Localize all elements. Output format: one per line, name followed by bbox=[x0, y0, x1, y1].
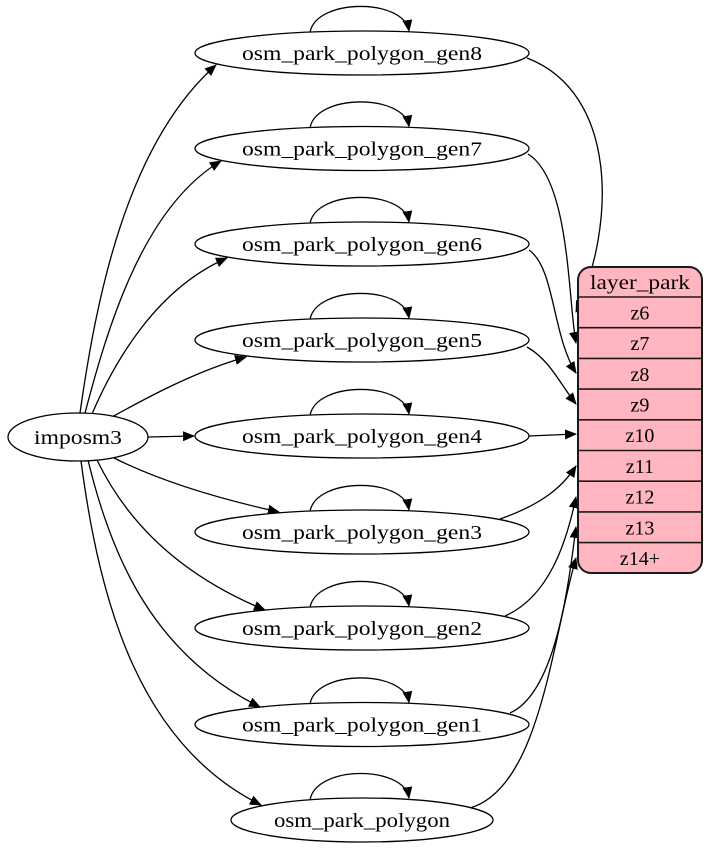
node-osm-park-polygon-gen1: osm_park_polygon_gen1 bbox=[194, 701, 530, 748]
layer-row-z14plus: z14+ bbox=[620, 548, 660, 570]
layer-row-z6: z6 bbox=[631, 302, 650, 324]
gen4-ellipse bbox=[194, 413, 530, 459]
gen7-label: osm_park_polygon_gen7 bbox=[242, 139, 482, 161]
self-loop-gen2 bbox=[309, 580, 413, 608]
imposm3-label: imposm3 bbox=[34, 427, 122, 449]
gen7-ellipse bbox=[194, 125, 530, 172]
layer-row-z9: z9 bbox=[631, 395, 650, 417]
self-loop-gen4 bbox=[309, 388, 413, 416]
layer-row-z8: z8 bbox=[631, 364, 650, 386]
gen5-ellipse bbox=[194, 317, 530, 363]
gen2-label: osm_park_polygon_gen2 bbox=[242, 618, 482, 640]
layer-park-table: layer_park z6 z7 z8 z9 z10 z11 z12 z13 z… bbox=[577, 266, 703, 574]
gen3-ellipse bbox=[194, 509, 530, 555]
edge-gen4-to-z10 bbox=[528, 429, 577, 440]
edge-gen2-to-z12 bbox=[504, 496, 579, 617]
gen8-ellipse bbox=[194, 30, 530, 76]
node-osm-park-polygon-gen3: osm_park_polygon_gen3 bbox=[194, 509, 530, 555]
edge-imposm3-to-gen7 bbox=[84, 160, 222, 414]
edge-imposm3-to-polygon bbox=[80, 460, 262, 806]
self-loop-gen1 bbox=[309, 677, 413, 705]
node-osm-park-polygon-gen2: osm_park_polygon_gen2 bbox=[194, 605, 530, 651]
self-loop-polygon bbox=[309, 772, 413, 801]
gen5-label: osm_park_polygon_gen5 bbox=[242, 330, 482, 352]
node-osm-park-polygon-gen4: osm_park_polygon_gen4 bbox=[194, 413, 530, 459]
self-loop-gen6 bbox=[309, 196, 413, 224]
node-osm-park-polygon: osm_park_polygon bbox=[230, 797, 494, 843]
self-loop-gen5 bbox=[309, 292, 413, 320]
edge-imposm3-to-gen6 bbox=[91, 257, 228, 415]
polygon-ellipse bbox=[230, 797, 494, 843]
edge-imposm3-to-gen5 bbox=[111, 355, 247, 418]
node-osm-park-polygon-gen8: osm_park_polygon_gen8 bbox=[194, 30, 530, 76]
gen1-ellipse bbox=[194, 701, 530, 748]
polygon-label: osm_park_polygon bbox=[274, 810, 450, 832]
edge-gen5-to-z9 bbox=[526, 346, 577, 405]
layer-row-z11: z11 bbox=[626, 456, 654, 478]
edges-from-source bbox=[79, 64, 280, 806]
edge-polygon-to-z14 bbox=[469, 557, 578, 809]
edge-imposm3-to-gen4 bbox=[147, 431, 195, 442]
imposm3-ellipse bbox=[7, 412, 149, 462]
layer-row-z13: z13 bbox=[626, 517, 655, 539]
gen6-ellipse bbox=[194, 221, 530, 267]
node-osm-park-polygon-gen6: osm_park_polygon_gen6 bbox=[194, 221, 530, 267]
gen2-ellipse bbox=[194, 605, 530, 651]
gen6-label: osm_park_polygon_gen6 bbox=[242, 234, 482, 256]
self-loops bbox=[309, 5, 413, 801]
layer-row-z7: z7 bbox=[631, 333, 650, 355]
layer-row-z10: z10 bbox=[626, 425, 655, 447]
edge-gen7-to-z7 bbox=[527, 153, 579, 344]
node-imposm3: imposm3 bbox=[7, 412, 149, 462]
edge-imposm3-to-gen2 bbox=[96, 459, 266, 611]
gen8-label: osm_park_polygon_gen8 bbox=[242, 43, 482, 65]
layer-row-z12: z12 bbox=[626, 487, 655, 509]
edge-gen6-to-z8 bbox=[528, 249, 577, 374]
gen1-label: osm_park_polygon_gen1 bbox=[242, 715, 482, 737]
node-osm-park-polygon-gen7: osm_park_polygon_gen7 bbox=[194, 125, 530, 172]
edge-gen3-to-z11 bbox=[499, 465, 577, 520]
layer-park-title: layer_park bbox=[590, 272, 690, 294]
self-loop-gen7 bbox=[309, 101, 413, 129]
gen3-label: osm_park_polygon_gen3 bbox=[242, 522, 482, 544]
self-loop-gen8 bbox=[309, 5, 413, 33]
edge-imposm3-to-gen3 bbox=[113, 457, 280, 515]
self-loop-gen3 bbox=[309, 484, 413, 512]
edge-imposm3-to-gen1 bbox=[87, 459, 261, 708]
node-osm-park-polygon-gen5: osm_park_polygon_gen5 bbox=[194, 317, 530, 363]
edge-gen1-to-z13 bbox=[509, 526, 580, 714]
edge-imposm3-to-gen8 bbox=[79, 64, 217, 414]
gen4-label: osm_park_polygon_gen4 bbox=[242, 426, 482, 448]
